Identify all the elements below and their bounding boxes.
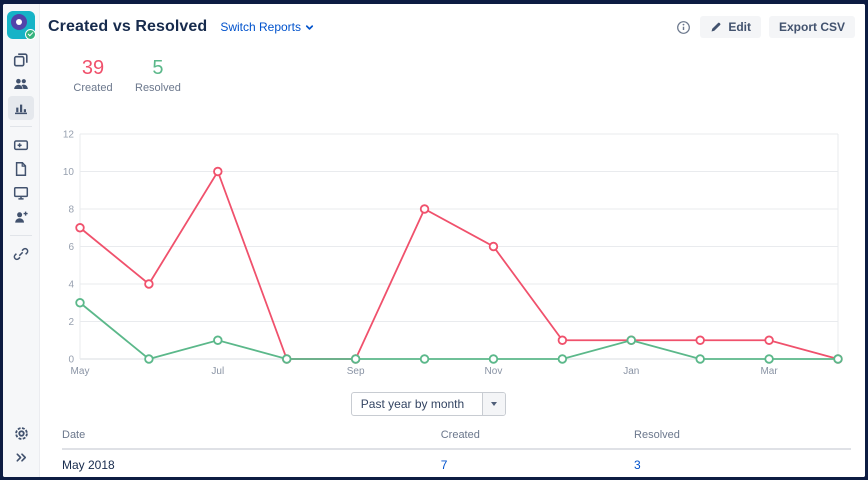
chevron-down-icon xyxy=(305,24,314,30)
sidebar-item-invite-people[interactable] xyxy=(8,205,34,229)
shortcut-link-icon xyxy=(13,247,29,261)
project-avatar-glyph xyxy=(11,14,27,30)
resolved-label: Resolved xyxy=(135,82,181,94)
info-icon xyxy=(676,20,690,34)
raise-request-icon xyxy=(13,140,29,151)
chart-point-resolved[interactable] xyxy=(488,354,499,364)
y-axis-tick-label: 12 xyxy=(63,130,75,141)
created-count-link[interactable]: 7 xyxy=(440,458,448,472)
sidebar-item-queues[interactable] xyxy=(8,48,34,72)
export-csv-button[interactable]: Export CSV xyxy=(768,16,855,38)
chart-point-resolved[interactable] xyxy=(75,298,85,308)
chart-point-resolved[interactable] xyxy=(557,354,568,364)
knowledge-base-icon xyxy=(15,161,27,177)
project-avatar[interactable] xyxy=(7,11,36,40)
pencil-icon xyxy=(711,22,721,32)
line-chart: 0 2 4 6 8 10 12 May Jul Sep Nov Jan Mar xyxy=(63,130,843,377)
settings-gear-icon xyxy=(14,426,28,440)
sidebar-item-reports[interactable] xyxy=(8,96,34,120)
chart-line-resolved xyxy=(79,302,838,360)
chart-point-created[interactable] xyxy=(488,241,499,252)
chart-point-resolved[interactable] xyxy=(144,354,154,364)
chart-point-created[interactable] xyxy=(764,335,774,345)
switch-reports-label: Switch Reports xyxy=(220,20,302,34)
sidebar-expand-button[interactable] xyxy=(8,445,34,469)
created-vs-resolved-chart: 0 2 4 6 8 10 12 May Jul Sep Nov Jan Mar xyxy=(60,124,865,383)
y-axis-tick-label: 0 xyxy=(68,355,74,366)
chart-point-created[interactable] xyxy=(557,335,568,345)
info-button[interactable] xyxy=(674,18,692,36)
chart-point-created[interactable] xyxy=(144,279,154,289)
reports-icon xyxy=(15,104,27,115)
channels-icon xyxy=(13,187,29,200)
sidebar-item-customers[interactable] xyxy=(8,72,34,96)
table-header-row: Date Created Resolved xyxy=(62,423,851,450)
y-axis-tick-label: 6 xyxy=(68,242,74,253)
chart-point-resolved[interactable] xyxy=(626,335,636,345)
resolved-stat: 5 Resolved xyxy=(135,57,181,94)
chart-point-created[interactable] xyxy=(75,223,85,233)
summary-stats: 39 Created 5 Resolved xyxy=(73,57,865,94)
created-stat: 39 Created xyxy=(73,57,113,94)
column-header-resolved: Resolved xyxy=(634,423,851,450)
sidebar-item-channels[interactable] xyxy=(8,181,34,205)
chart-point-resolved[interactable] xyxy=(764,354,774,364)
sidebar-divider xyxy=(10,126,32,127)
column-header-date: Date xyxy=(62,423,441,450)
y-axis-tick-label: 2 xyxy=(68,317,74,328)
queues-icon xyxy=(13,53,28,67)
chart-point-resolved[interactable] xyxy=(213,335,223,345)
x-axis-tick-label: Nov xyxy=(485,366,503,377)
chart-point-resolved[interactable] xyxy=(282,354,292,364)
export-csv-label: Export CSV xyxy=(778,20,845,34)
y-axis-tick-label: 10 xyxy=(63,167,75,178)
edit-button-label: Edit xyxy=(728,20,751,34)
x-axis-tick-label: Jan xyxy=(623,366,639,377)
sidebar-item-settings[interactable] xyxy=(8,421,34,445)
chart-point-resolved[interactable] xyxy=(419,354,430,364)
period-select-value: Past year by month xyxy=(360,397,465,411)
invite-people-icon xyxy=(15,211,28,223)
chart-point-created[interactable] xyxy=(419,204,430,214)
resolved-count: 5 xyxy=(152,57,164,79)
x-axis-tick-label: Mar xyxy=(760,366,778,377)
header-actions: Edit Export CSV xyxy=(674,16,857,38)
y-axis-tick-label: 4 xyxy=(68,280,74,291)
column-header-created: Created xyxy=(440,423,635,450)
app-window: Created vs Resolved Switch Reports xyxy=(3,4,865,477)
x-axis-tick-label: Jul xyxy=(211,366,224,377)
switch-reports-dropdown[interactable]: Switch Reports xyxy=(220,20,315,34)
period-select-row: Past year by month xyxy=(40,392,841,416)
created-count: 39 xyxy=(81,57,105,79)
period-select[interactable]: Past year by month xyxy=(350,392,507,416)
expand-sidebar-icon xyxy=(15,452,26,462)
table-cell-date: May 2018 xyxy=(62,449,441,477)
chart-point-resolved[interactable] xyxy=(833,354,843,364)
chart-point-created[interactable] xyxy=(695,335,705,345)
page-title: Created vs Resolved xyxy=(48,18,208,35)
x-axis-tick-label: Sep xyxy=(347,366,365,377)
x-axis-tick-label: May xyxy=(71,366,90,377)
project-avatar-status-badge xyxy=(25,29,36,40)
chart-line-created xyxy=(79,169,839,360)
page-header: Created vs Resolved Switch Reports xyxy=(40,4,865,41)
chart-point-created[interactable] xyxy=(213,166,223,177)
period-select-drop-button[interactable] xyxy=(482,393,506,415)
chart-point-resolved[interactable] xyxy=(350,354,361,364)
customers-icon xyxy=(14,78,28,89)
sidebar-item-shortcut-link[interactable] xyxy=(8,242,34,266)
chart-point-resolved[interactable] xyxy=(695,354,705,364)
table-row: May 2018 7 3 xyxy=(62,449,851,477)
caret-down-icon xyxy=(491,402,498,406)
sidebar-item-raise-request[interactable] xyxy=(8,133,34,157)
created-resolved-table: Date Created Resolved May 201873June 201… xyxy=(62,423,851,477)
report-page: Created vs Resolved Switch Reports xyxy=(40,4,865,477)
created-label: Created xyxy=(73,82,113,94)
project-sidebar xyxy=(3,4,40,477)
edit-button[interactable]: Edit xyxy=(700,16,761,38)
sidebar-divider xyxy=(10,235,32,236)
y-axis-tick-label: 8 xyxy=(68,205,74,216)
sidebar-item-knowledge-base[interactable] xyxy=(8,157,34,181)
resolved-count-link[interactable]: 3 xyxy=(634,458,641,472)
